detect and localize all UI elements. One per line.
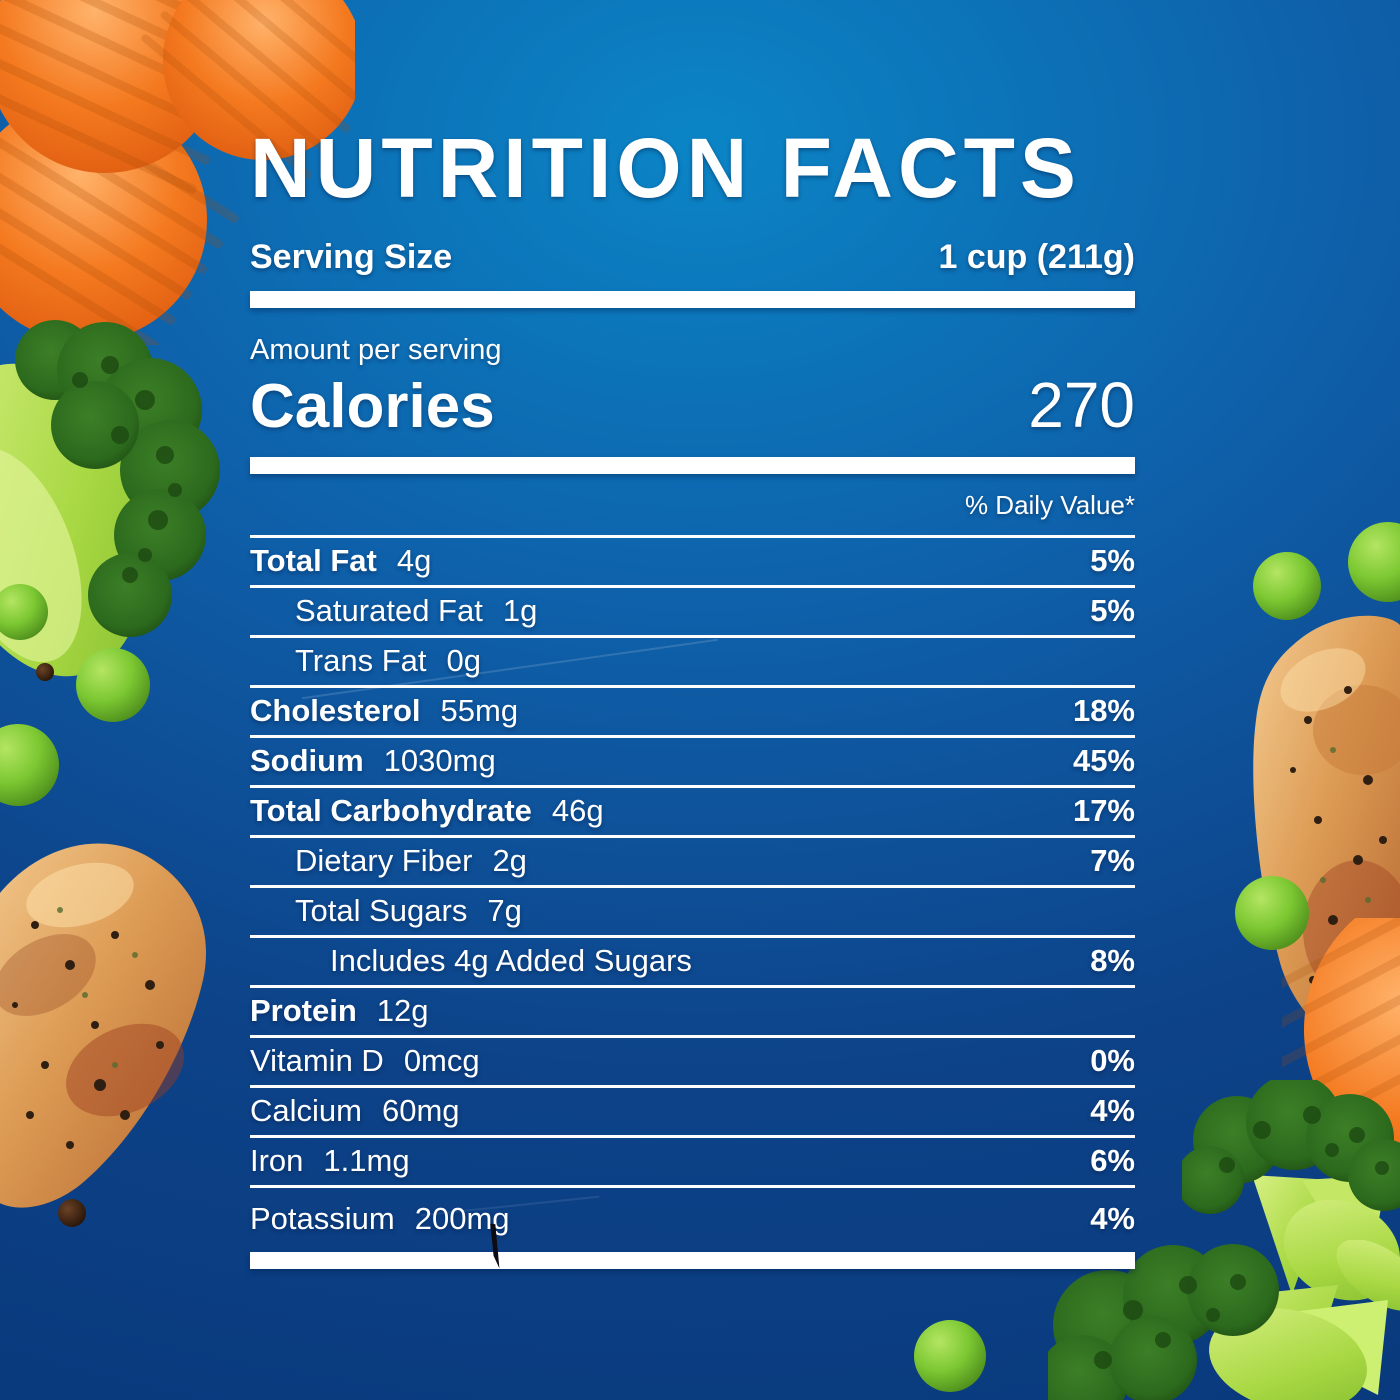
green-peas-icon — [1253, 522, 1400, 620]
nutrient-amount: 46g — [551, 793, 604, 829]
nutrient-row-calcium: Calcium 60mg 4% — [250, 1084, 1135, 1135]
broccoli-icon — [0, 320, 220, 677]
nutrient-rows: Total Fat 4g 5% Saturated Fat 1g 5% Trans … — [250, 534, 1135, 1250]
daily-value-note: % Daily Value* — [964, 489, 1135, 520]
nutrient-amount: 1030mg — [383, 743, 496, 779]
nutrient-name: Includes 4g Added Sugars — [330, 943, 692, 979]
nutrient-row-total-fat: Total Fat 4g 5% — [250, 534, 1135, 585]
broccoli-icon — [1182, 1080, 1400, 1301]
nutrient-daily-value: 17% — [1072, 793, 1135, 829]
nutrient-name: Protein — [250, 993, 357, 1029]
nutrient-row-iron: Iron 1.1mg 6% — [250, 1134, 1135, 1185]
nutrient-name: Sodium — [250, 743, 364, 779]
nutrient-name: Potassium — [250, 1200, 395, 1236]
roasted-chicken-icon — [0, 843, 206, 1227]
nutrient-daily-value: 5% — [1090, 593, 1135, 629]
calories-value: 270 — [1028, 369, 1135, 441]
serving-size-label: Serving Size — [250, 238, 453, 276]
nutrient-row-saturated-fat: Saturated Fat 1g 5% — [250, 584, 1135, 635]
nutrient-amount: 2g — [492, 843, 527, 879]
nutrient-name: Total Fat — [250, 543, 377, 579]
nutrient-daily-value: 7% — [1090, 843, 1135, 879]
nutrient-name: Iron — [250, 1143, 304, 1179]
nutrient-row-vitamin-d: Vitamin D 0mcg 0% — [250, 1034, 1135, 1085]
calories-label: Calories — [250, 372, 495, 441]
nutrient-daily-value: 45% — [1072, 743, 1135, 779]
nutrient-amount: 4g — [396, 543, 432, 579]
nutrient-name: Calcium — [250, 1093, 362, 1129]
nutrition-label: NUTRITION FACTS Serving Size 1 cup (211g… — [250, 126, 1135, 1269]
roasted-chicken-icon — [1253, 615, 1400, 1065]
green-pea-icon — [1235, 876, 1309, 950]
nutrient-daily-value: 4% — [1090, 1200, 1135, 1236]
nutrient-amount: 0g — [446, 643, 481, 679]
nutrient-daily-value: 8% — [1090, 943, 1135, 979]
nutrient-amount: 1g — [502, 593, 538, 629]
nutrient-name: Saturated Fat — [295, 593, 483, 629]
nutrient-name: Total Sugars — [295, 893, 468, 929]
nutrient-amount: 1.1mg — [323, 1143, 410, 1179]
nutrient-row-includes-4g-added-sugars: Includes 4g Added Sugars 8% — [250, 934, 1135, 985]
nutrient-amount: 7g — [487, 893, 522, 929]
serving-size-row: Serving Size 1 cup (211g) — [250, 238, 1135, 277]
nutrient-amount: 0mcg — [403, 1043, 480, 1079]
nutrient-name: Total Carbohydrate — [250, 793, 532, 829]
nutrient-amount: 55mg — [440, 693, 519, 729]
carrot-slice-icon — [1282, 918, 1400, 1178]
nutrient-daily-value: 5% — [1090, 543, 1135, 579]
separator-thick-bar — [250, 1251, 1135, 1269]
nutrient-name: Dietary Fiber — [295, 843, 473, 879]
label-title: NUTRITION FACTS — [250, 121, 1081, 215]
nutrient-row-dietary-fiber: Dietary Fiber 2g 7% — [250, 834, 1135, 885]
nutrient-row-total-carbohydrate: Total Carbohydrate 46g 17% — [250, 784, 1135, 835]
nutrient-amount: 60mg — [381, 1093, 460, 1129]
calories-row: Calories 270 — [250, 369, 1135, 443]
amount-per-serving-label: Amount per serving — [250, 334, 502, 366]
nutrient-daily-value: 0% — [1090, 1043, 1135, 1079]
green-pea-icon — [914, 1320, 986, 1392]
separator-thick-bar — [250, 291, 1135, 308]
nutrient-daily-value: 4% — [1090, 1093, 1135, 1129]
separator-thick-bar — [250, 456, 1135, 474]
nutrient-row-sodium: Sodium 1030mg 45% — [250, 734, 1135, 785]
nutrient-row-potassium: Potassium 200mg 4% — [250, 1184, 1135, 1250]
nutrient-row-trans-fat: Trans Fat 0g — [250, 634, 1135, 685]
nutrient-name: Vitamin D — [250, 1043, 384, 1079]
nutrient-row-cholesterol: Cholesterol 55mg 18% — [250, 684, 1135, 735]
nutrient-row-total-sugars: Total Sugars 7g — [250, 884, 1135, 935]
serving-size-value: 1 cup (211g) — [938, 238, 1135, 276]
green-peas-icon — [0, 584, 150, 806]
nutrient-name: Trans Fat — [295, 643, 427, 679]
nutrient-row-protein: Protein 12g — [250, 984, 1135, 1035]
nutrient-daily-value: 18% — [1072, 693, 1135, 729]
nutrient-name: Cholesterol — [250, 693, 421, 729]
nutrient-daily-value: 6% — [1090, 1143, 1135, 1179]
nutrient-amount: 12g — [376, 993, 429, 1029]
